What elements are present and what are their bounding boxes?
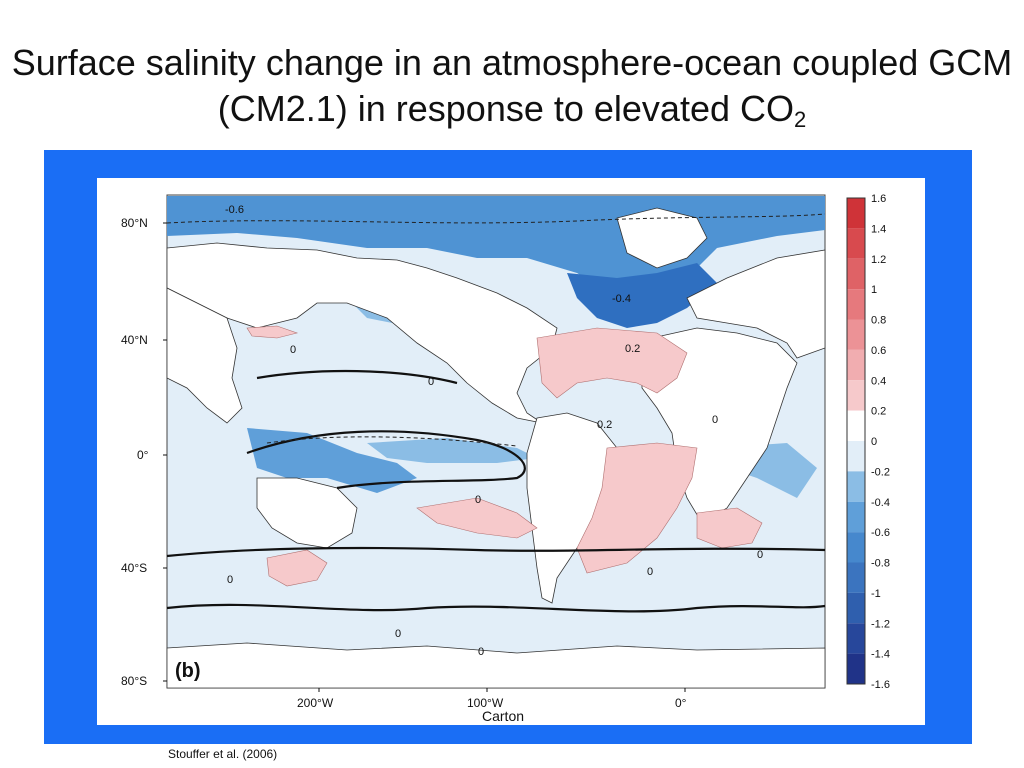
colorbar-tick-label: 0.2 <box>871 406 886 418</box>
colorbar-swatch <box>847 532 865 563</box>
colorbar-swatch <box>847 349 865 381</box>
contour-label: 0 <box>712 414 718 426</box>
south-pacific-increase <box>416 497 538 539</box>
colorbar-swatch <box>847 653 865 684</box>
zero-contour-southern <box>166 546 826 558</box>
colorbar-tick-label: -1.4 <box>871 649 890 661</box>
lat-label: 40°S <box>121 561 147 575</box>
contour-label: 0 <box>757 549 763 561</box>
title-text: Surface salinity change in an atmosphere… <box>11 42 1013 129</box>
colorbar-tick-label: -1 <box>871 588 881 600</box>
colorbar-tick-label: -0.4 <box>871 497 890 509</box>
contour-label: -0.6 <box>225 204 244 216</box>
antarctica <box>166 642 826 689</box>
colorbar-tick-label: 0.8 <box>871 315 886 327</box>
colorbar-swatch <box>847 623 865 654</box>
colorbar: 1.6 1.4 1.2 1 0.8 0.6 0.4 0.2 0 -0.2 -0.4 -0.6 -0.8 -… <box>846 193 890 691</box>
zero-contour-tropics <box>246 430 526 490</box>
lon-label: 100°W <box>467 696 504 710</box>
contour-label: 0 <box>227 574 233 586</box>
lat-label: 80°S <box>121 674 147 688</box>
longitude-axis: 200°W 100°W 0° <box>297 688 687 710</box>
lon-label: 0° <box>675 696 687 710</box>
colorbar-swatch <box>847 228 865 259</box>
colorbar-tick-label: 1.2 <box>871 254 886 266</box>
western-pacific-freshening <box>247 428 417 493</box>
colorbar-tick-label: 0.6 <box>871 345 886 357</box>
contour-label: 0 <box>478 646 484 658</box>
colorbar-swatch <box>847 501 865 533</box>
colorbar-swatch <box>847 471 865 502</box>
map-svg: -0.6 -0.4 0 0 0 0.2 0.2 0 0 0 0 0 0 (b) … <box>121 193 890 710</box>
colorbar-tick-label: -0.2 <box>871 466 890 478</box>
latitude-axis: 80°N 40°N 0° 40°S 80°S <box>121 216 167 688</box>
colorbar-tick-label: 0 <box>871 436 877 448</box>
north-atlantic-freshening <box>567 263 717 328</box>
indian-ocean-increase <box>696 507 763 549</box>
panel-label: (b) <box>175 660 201 682</box>
slide-title: Surface salinity change in an atmosphere… <box>0 40 1024 132</box>
lon-label: 200°W <box>297 696 334 710</box>
north-america <box>166 242 558 424</box>
contour-label: 0 <box>428 376 434 388</box>
contour-label: 0.2 <box>625 343 640 355</box>
colorbar-tick-label: 1 <box>871 284 877 296</box>
zero-contour-north-pacific <box>256 369 458 385</box>
asia-east <box>166 287 243 424</box>
contour-label: 0 <box>475 494 481 506</box>
lat-label: 0° <box>137 448 149 462</box>
colorbar-swatch <box>847 258 865 290</box>
credit-text: Carton <box>482 708 525 724</box>
contour-label: 0.2 <box>597 419 612 431</box>
colorbar-tick-label: -1.2 <box>871 618 890 630</box>
greenland <box>616 207 708 269</box>
north-pacific-small-increase <box>246 325 299 339</box>
equatorial-pacific-freshening <box>367 438 537 463</box>
colorbar-tick-label: 0.4 <box>871 375 886 387</box>
australia <box>256 477 358 549</box>
colorbar-tick-label: 1.6 <box>871 193 886 205</box>
colorbar-swatch <box>847 198 865 229</box>
lat-label: 80°N <box>121 216 148 230</box>
lat-label: 40°N <box>121 333 148 347</box>
colorbar-tick-label: -0.8 <box>871 558 890 570</box>
colorbar-swatch <box>847 562 865 593</box>
citation-text: Stouffer et al. (2006) <box>168 747 278 761</box>
colorbar-swatch <box>847 380 865 411</box>
contour-label: 0 <box>395 628 401 640</box>
salinity-map-figure: -0.6 -0.4 0 0 0 0.2 0.2 0 0 0 0 0 0 (b) … <box>97 178 925 725</box>
colorbar-tick-label: 1.4 <box>871 223 886 235</box>
colorbar-swatch <box>847 441 865 472</box>
colorbar-tick-label: -0.6 <box>871 527 890 539</box>
colorbar-tick-label: -1.6 <box>871 679 890 691</box>
eurasia <box>686 249 826 359</box>
colorbar-border <box>846 197 866 685</box>
contour-label: 0 <box>647 566 653 578</box>
contour-label: 0 <box>290 344 296 356</box>
contour-dashed-arctic <box>166 213 826 224</box>
colorbar-swatch <box>847 410 865 441</box>
north-atlantic-subtropical-increase <box>536 327 688 399</box>
contour-label: -0.4 <box>612 293 631 305</box>
title-subscript: 2 <box>794 107 807 132</box>
zero-contour-antarctic <box>166 603 826 613</box>
colorbar-swatch <box>847 289 865 320</box>
colorbar-swatch <box>847 319 865 350</box>
southern-australia-increase <box>266 549 328 587</box>
colorbar-swatch <box>847 592 865 624</box>
